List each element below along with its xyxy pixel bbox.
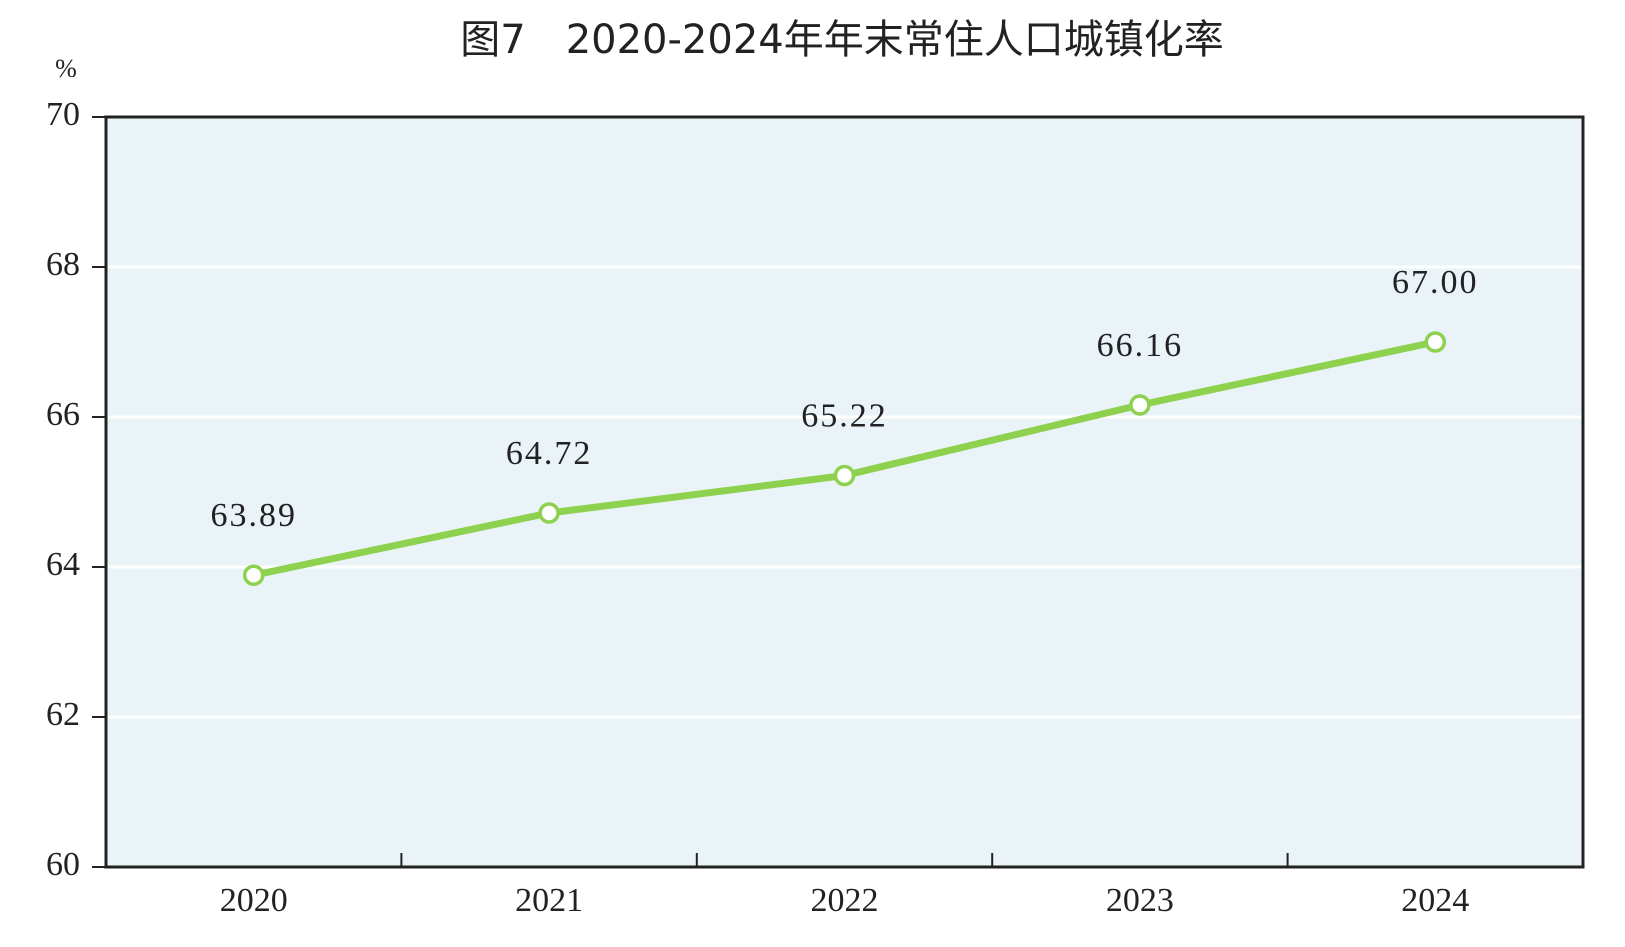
data-label: 63.89 <box>210 497 297 534</box>
data-point <box>1424 331 1447 353</box>
x-tick-label: 2022 <box>811 882 879 919</box>
data-label: 64.72 <box>506 435 593 472</box>
x-tick-label: 2021 <box>515 882 583 919</box>
data-point <box>242 564 265 586</box>
plot-frame <box>104 115 1585 869</box>
y-tick-label: 64 <box>46 546 80 583</box>
y-tick-label: 60 <box>46 846 80 883</box>
y-axis-label: % <box>55 54 77 83</box>
chart-title: 图7 2020-2024年年末常住人口城镇化率 <box>460 17 1223 63</box>
x-tick-label: 2023 <box>1106 882 1174 919</box>
data-label: 66.16 <box>1097 327 1184 364</box>
data-point <box>538 502 560 524</box>
plot-background <box>106 117 1583 867</box>
y-tick-label: 62 <box>46 696 80 733</box>
x-tick-label: 2020 <box>220 882 288 919</box>
y-tick-label: 68 <box>46 246 80 283</box>
data-label: 65.22 <box>801 397 888 434</box>
data-point <box>1129 394 1151 416</box>
data-label: 67.00 <box>1392 264 1479 301</box>
x-tick-label: 2024 <box>1401 882 1469 919</box>
y-tick-label: 66 <box>46 396 80 433</box>
y-tick-label: 70 <box>46 96 80 133</box>
data-point <box>833 464 856 487</box>
